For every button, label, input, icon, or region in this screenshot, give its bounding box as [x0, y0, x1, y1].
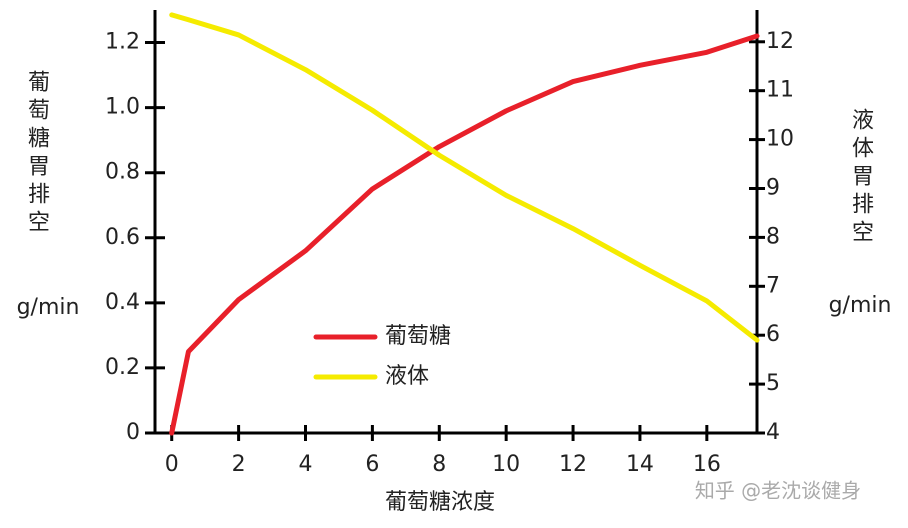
- x-tick-label: 0: [165, 452, 179, 477]
- y-axis-label: 葡萄糖胃排空: [24, 70, 50, 238]
- y2-axis-label: 液体胃排空: [848, 108, 874, 248]
- y2-tick-label: 12: [766, 29, 794, 54]
- x-tick-label: 14: [626, 452, 654, 477]
- legend-label: 液体: [385, 364, 429, 389]
- x-axis-label: 葡萄糖浓度: [385, 490, 495, 515]
- x-tick-label: 10: [492, 452, 520, 477]
- y2-tick-label: 9: [766, 175, 780, 200]
- y-tick-label: 1.2: [105, 30, 140, 55]
- y2-tick-label: 11: [766, 78, 794, 103]
- x-tick-label: 4: [299, 452, 313, 477]
- x-tick-label: 12: [559, 452, 587, 477]
- y2-tick-label: 8: [766, 224, 780, 249]
- y2-tick-label: 6: [766, 322, 780, 347]
- y-tick-label: 0: [126, 420, 140, 445]
- x-tick-label: 8: [432, 452, 446, 477]
- y-tick-label: 1.0: [105, 95, 140, 120]
- x-tick-label: 2: [232, 452, 246, 477]
- watermark: 知乎 @老沈谈健身: [695, 479, 861, 503]
- series-line: [169, 33, 760, 436]
- x-tick-label: 16: [693, 452, 721, 477]
- y2-tick-label: 4: [766, 420, 780, 445]
- y-tick-label: 0.4: [105, 290, 140, 315]
- y-tick-label: 0.8: [105, 160, 140, 185]
- y-axis-unit: g/min: [17, 295, 80, 320]
- y2-tick-label: 7: [766, 273, 780, 298]
- y2-axis-unit: g/min: [829, 293, 892, 318]
- y2-tick-label: 5: [766, 371, 780, 396]
- y-tick-label: 0.2: [105, 355, 140, 380]
- y2-tick-label: 10: [766, 127, 794, 152]
- x-tick-label: 6: [365, 452, 379, 477]
- y-tick-label: 0.6: [105, 225, 140, 250]
- series-line: [169, 12, 760, 343]
- legend-label: 葡萄糖: [385, 324, 451, 349]
